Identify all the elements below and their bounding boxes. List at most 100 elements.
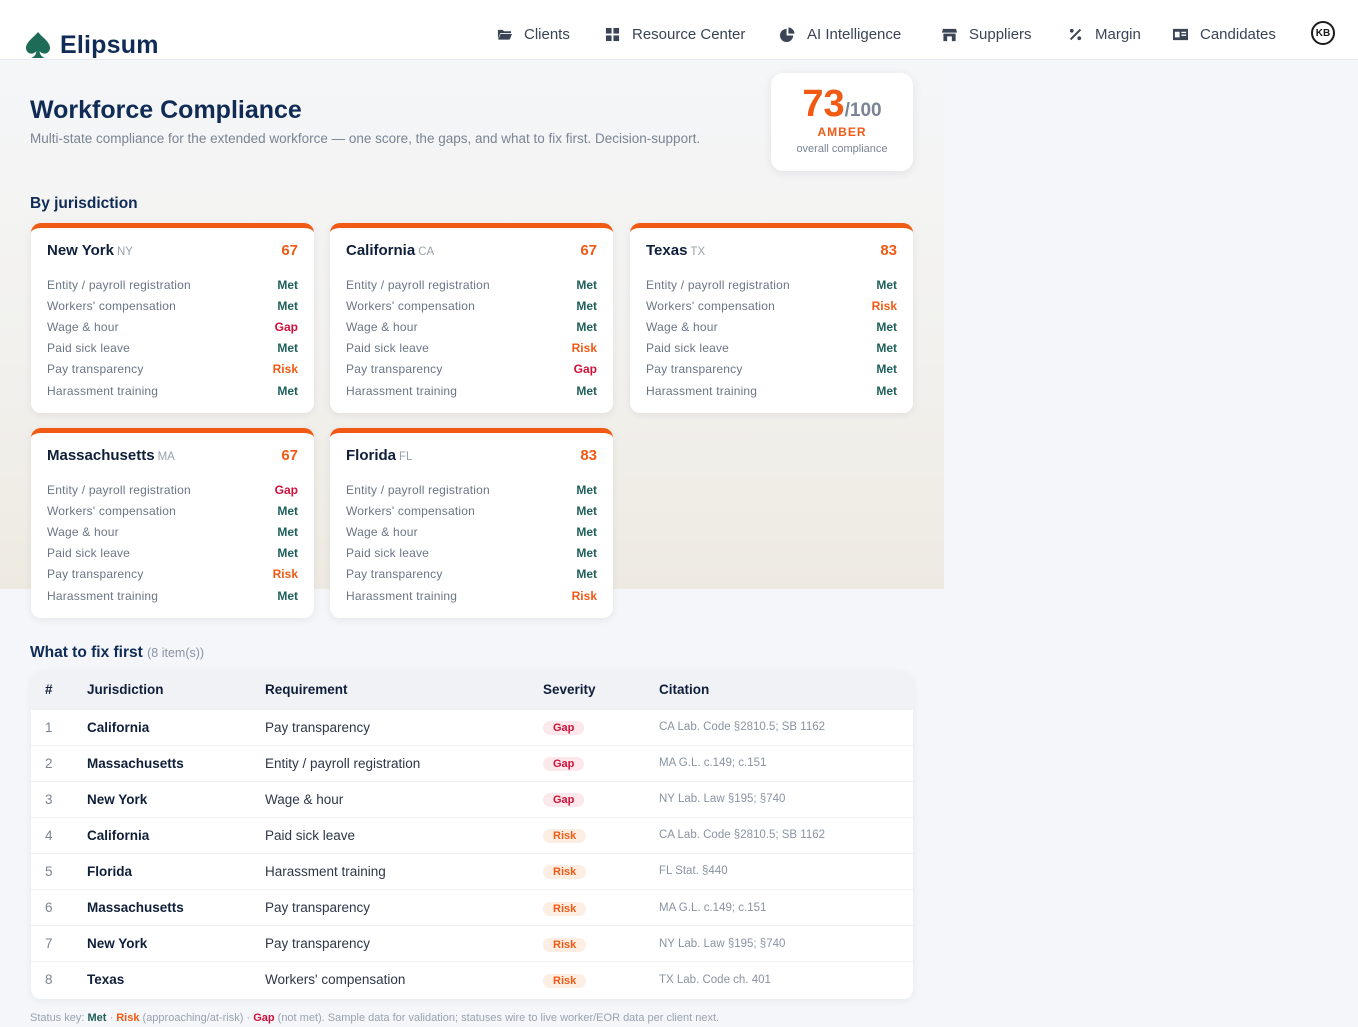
requirement-status: Met bbox=[277, 298, 298, 313]
score-max: /100 bbox=[844, 100, 882, 121]
column-header-number[interactable]: # bbox=[45, 682, 53, 698]
jurisdiction-score: 83 bbox=[580, 447, 597, 464]
jurisdiction-card-fl[interactable]: Florida FL 83 Entity / payroll registrati… bbox=[330, 428, 613, 618]
requirement-label: Entity / payroll registration bbox=[346, 482, 490, 497]
nav-label: Clients bbox=[524, 26, 570, 43]
requirement-status: Met bbox=[876, 383, 897, 398]
requirement-label: Workers' compensation bbox=[47, 503, 176, 518]
nav-suppliers[interactable]: Suppliers bbox=[942, 26, 1032, 43]
requirement-row: Paid sick leave Met bbox=[346, 543, 597, 564]
column-header-severity[interactable]: Severity bbox=[543, 682, 596, 698]
severity-badge: Gap bbox=[543, 721, 585, 736]
requirement-label: Pay transparency bbox=[346, 362, 443, 377]
nav-candidates[interactable]: Candidates bbox=[1173, 26, 1276, 43]
jurisdiction-card-ny[interactable]: New York NY 67 Entity / payroll registrat… bbox=[31, 223, 314, 413]
requirement-label: Workers' compensation bbox=[646, 298, 775, 313]
footer-separator: · bbox=[106, 1012, 117, 1024]
row-citation: NY Lab. Law §195; §740 bbox=[659, 937, 786, 950]
row-jurisdiction: Massachusetts bbox=[87, 755, 184, 771]
fix-heading-text: What to fix first bbox=[30, 644, 143, 661]
footer-gap-description: (not met). Sample data for validation; s… bbox=[274, 1012, 720, 1024]
jurisdiction-name: Texas bbox=[646, 242, 688, 259]
severity-badge: Risk bbox=[543, 901, 587, 916]
requirement-status: Met bbox=[576, 383, 597, 398]
requirement-row: Harassment training Met bbox=[346, 380, 597, 401]
requirement-status: Met bbox=[277, 383, 298, 398]
row-number: 8 bbox=[45, 972, 53, 988]
requirement-status: Met bbox=[277, 588, 298, 603]
requirement-label: Workers' compensation bbox=[47, 298, 176, 313]
jurisdiction-card-header: Massachusetts MA 67 bbox=[47, 447, 298, 469]
requirement-label: Entity / payroll registration bbox=[646, 277, 790, 292]
jurisdiction-card-header: California CA 67 bbox=[346, 242, 597, 264]
table-row[interactable]: 1 California Pay transparency Gap CA Lab… bbox=[31, 709, 913, 745]
column-header-citation[interactable]: Citation bbox=[659, 682, 710, 698]
requirement-row: Workers' compensation Met bbox=[346, 500, 597, 521]
requirement-list: Entity / payroll registration Met Worker… bbox=[646, 274, 897, 401]
requirement-row: Pay transparency Risk bbox=[47, 359, 298, 380]
user-avatar[interactable]: KB bbox=[1311, 21, 1335, 45]
severity-badge: Gap bbox=[543, 757, 585, 772]
row-requirement: Paid sick leave bbox=[265, 827, 356, 843]
row-severity-cell: Risk bbox=[529, 962, 645, 998]
requirement-status: Met bbox=[576, 277, 597, 292]
table-row[interactable]: 3 New York Wage & hour Gap NY Lab. Law §… bbox=[31, 781, 913, 817]
table-row[interactable]: 2 Massachusetts Entity / payroll registr… bbox=[31, 745, 913, 781]
fix-first-table: # Jurisdiction Requirement Severity Cita… bbox=[31, 671, 913, 999]
nav-ai-intelligence[interactable]: AI Intelligence bbox=[780, 26, 901, 43]
requirement-row: Paid sick leave Risk bbox=[346, 338, 597, 359]
jurisdiction-card-tx[interactable]: Texas TX 83 Entity / payroll registration… bbox=[630, 223, 913, 413]
jurisdiction-name-wrap: Florida FL bbox=[346, 447, 412, 464]
grid-icon bbox=[605, 27, 620, 42]
requirement-label: Paid sick leave bbox=[47, 546, 131, 561]
row-number: 4 bbox=[45, 827, 53, 843]
severity-badge: Risk bbox=[543, 865, 587, 880]
table-row[interactable]: 5 Florida Harassment training Risk FL St… bbox=[31, 853, 913, 889]
folder-icon bbox=[497, 29, 512, 40]
jurisdiction-card-ca[interactable]: California CA 67 Entity / payroll registr… bbox=[330, 223, 613, 413]
nav-margin[interactable]: Margin bbox=[1068, 26, 1141, 43]
score-caption: overall compliance bbox=[796, 143, 888, 155]
jurisdiction-code: MA bbox=[157, 451, 175, 463]
jurisdiction-card-ma[interactable]: Massachusetts MA 67 Entity / payroll regi… bbox=[31, 428, 314, 618]
requirement-status: Met bbox=[277, 524, 298, 539]
requirement-label: Pay transparency bbox=[47, 362, 144, 377]
nav-clients[interactable]: Clients bbox=[497, 26, 570, 43]
row-severity-cell: Risk bbox=[529, 889, 645, 925]
brand-logo[interactable]: Elipsum bbox=[24, 30, 159, 60]
nav-label: AI Intelligence bbox=[807, 26, 902, 43]
requirement-status: Met bbox=[576, 503, 597, 518]
id-card-icon bbox=[1173, 28, 1188, 41]
jurisdiction-score: 67 bbox=[580, 242, 597, 259]
requirement-label: Entity / payroll registration bbox=[47, 277, 191, 292]
requirement-row: Pay transparency Met bbox=[346, 564, 597, 585]
jurisdiction-score: 67 bbox=[281, 242, 298, 259]
footer-key-met: Met bbox=[87, 1012, 107, 1024]
table-row[interactable]: 7 New York Pay transparency Risk NY Lab.… bbox=[31, 925, 913, 962]
row-jurisdiction: California bbox=[87, 827, 150, 843]
requirement-row: Wage & hour Gap bbox=[47, 316, 298, 337]
row-severity-cell: Risk bbox=[529, 926, 645, 962]
requirement-row: Pay transparency Risk bbox=[47, 564, 298, 585]
requirement-row: Wage & hour Met bbox=[346, 316, 597, 337]
severity-badge: Risk bbox=[543, 937, 587, 952]
requirement-row: Entity / payroll registration Met bbox=[646, 274, 897, 295]
jurisdiction-name: California bbox=[346, 242, 416, 259]
table-row[interactable]: 8 Texas Workers' compensation Risk TX La… bbox=[31, 961, 913, 998]
jurisdiction-code: FL bbox=[399, 451, 413, 463]
column-header-jurisdiction[interactable]: Jurisdiction bbox=[87, 682, 164, 698]
requirement-status: Risk bbox=[272, 567, 298, 582]
table-row[interactable]: 6 Massachusetts Pay transparency Risk MA… bbox=[31, 889, 913, 925]
row-requirement: Pay transparency bbox=[265, 719, 371, 735]
jurisdiction-name: Massachusetts bbox=[47, 447, 155, 464]
brand-name: Elipsum bbox=[60, 30, 159, 59]
requirement-label: Harassment training bbox=[646, 383, 758, 398]
severity-badge: Risk bbox=[543, 829, 587, 844]
requirement-row: Harassment training Risk bbox=[346, 585, 597, 606]
table-row[interactable]: 4 California Paid sick leave Risk CA Lab… bbox=[31, 817, 913, 853]
row-number: 6 bbox=[45, 900, 53, 916]
requirement-label: Harassment training bbox=[346, 588, 458, 603]
column-header-requirement[interactable]: Requirement bbox=[265, 682, 348, 698]
row-requirement: Wage & hour bbox=[265, 791, 344, 807]
nav-resource-center[interactable]: Resource Center bbox=[605, 26, 745, 43]
